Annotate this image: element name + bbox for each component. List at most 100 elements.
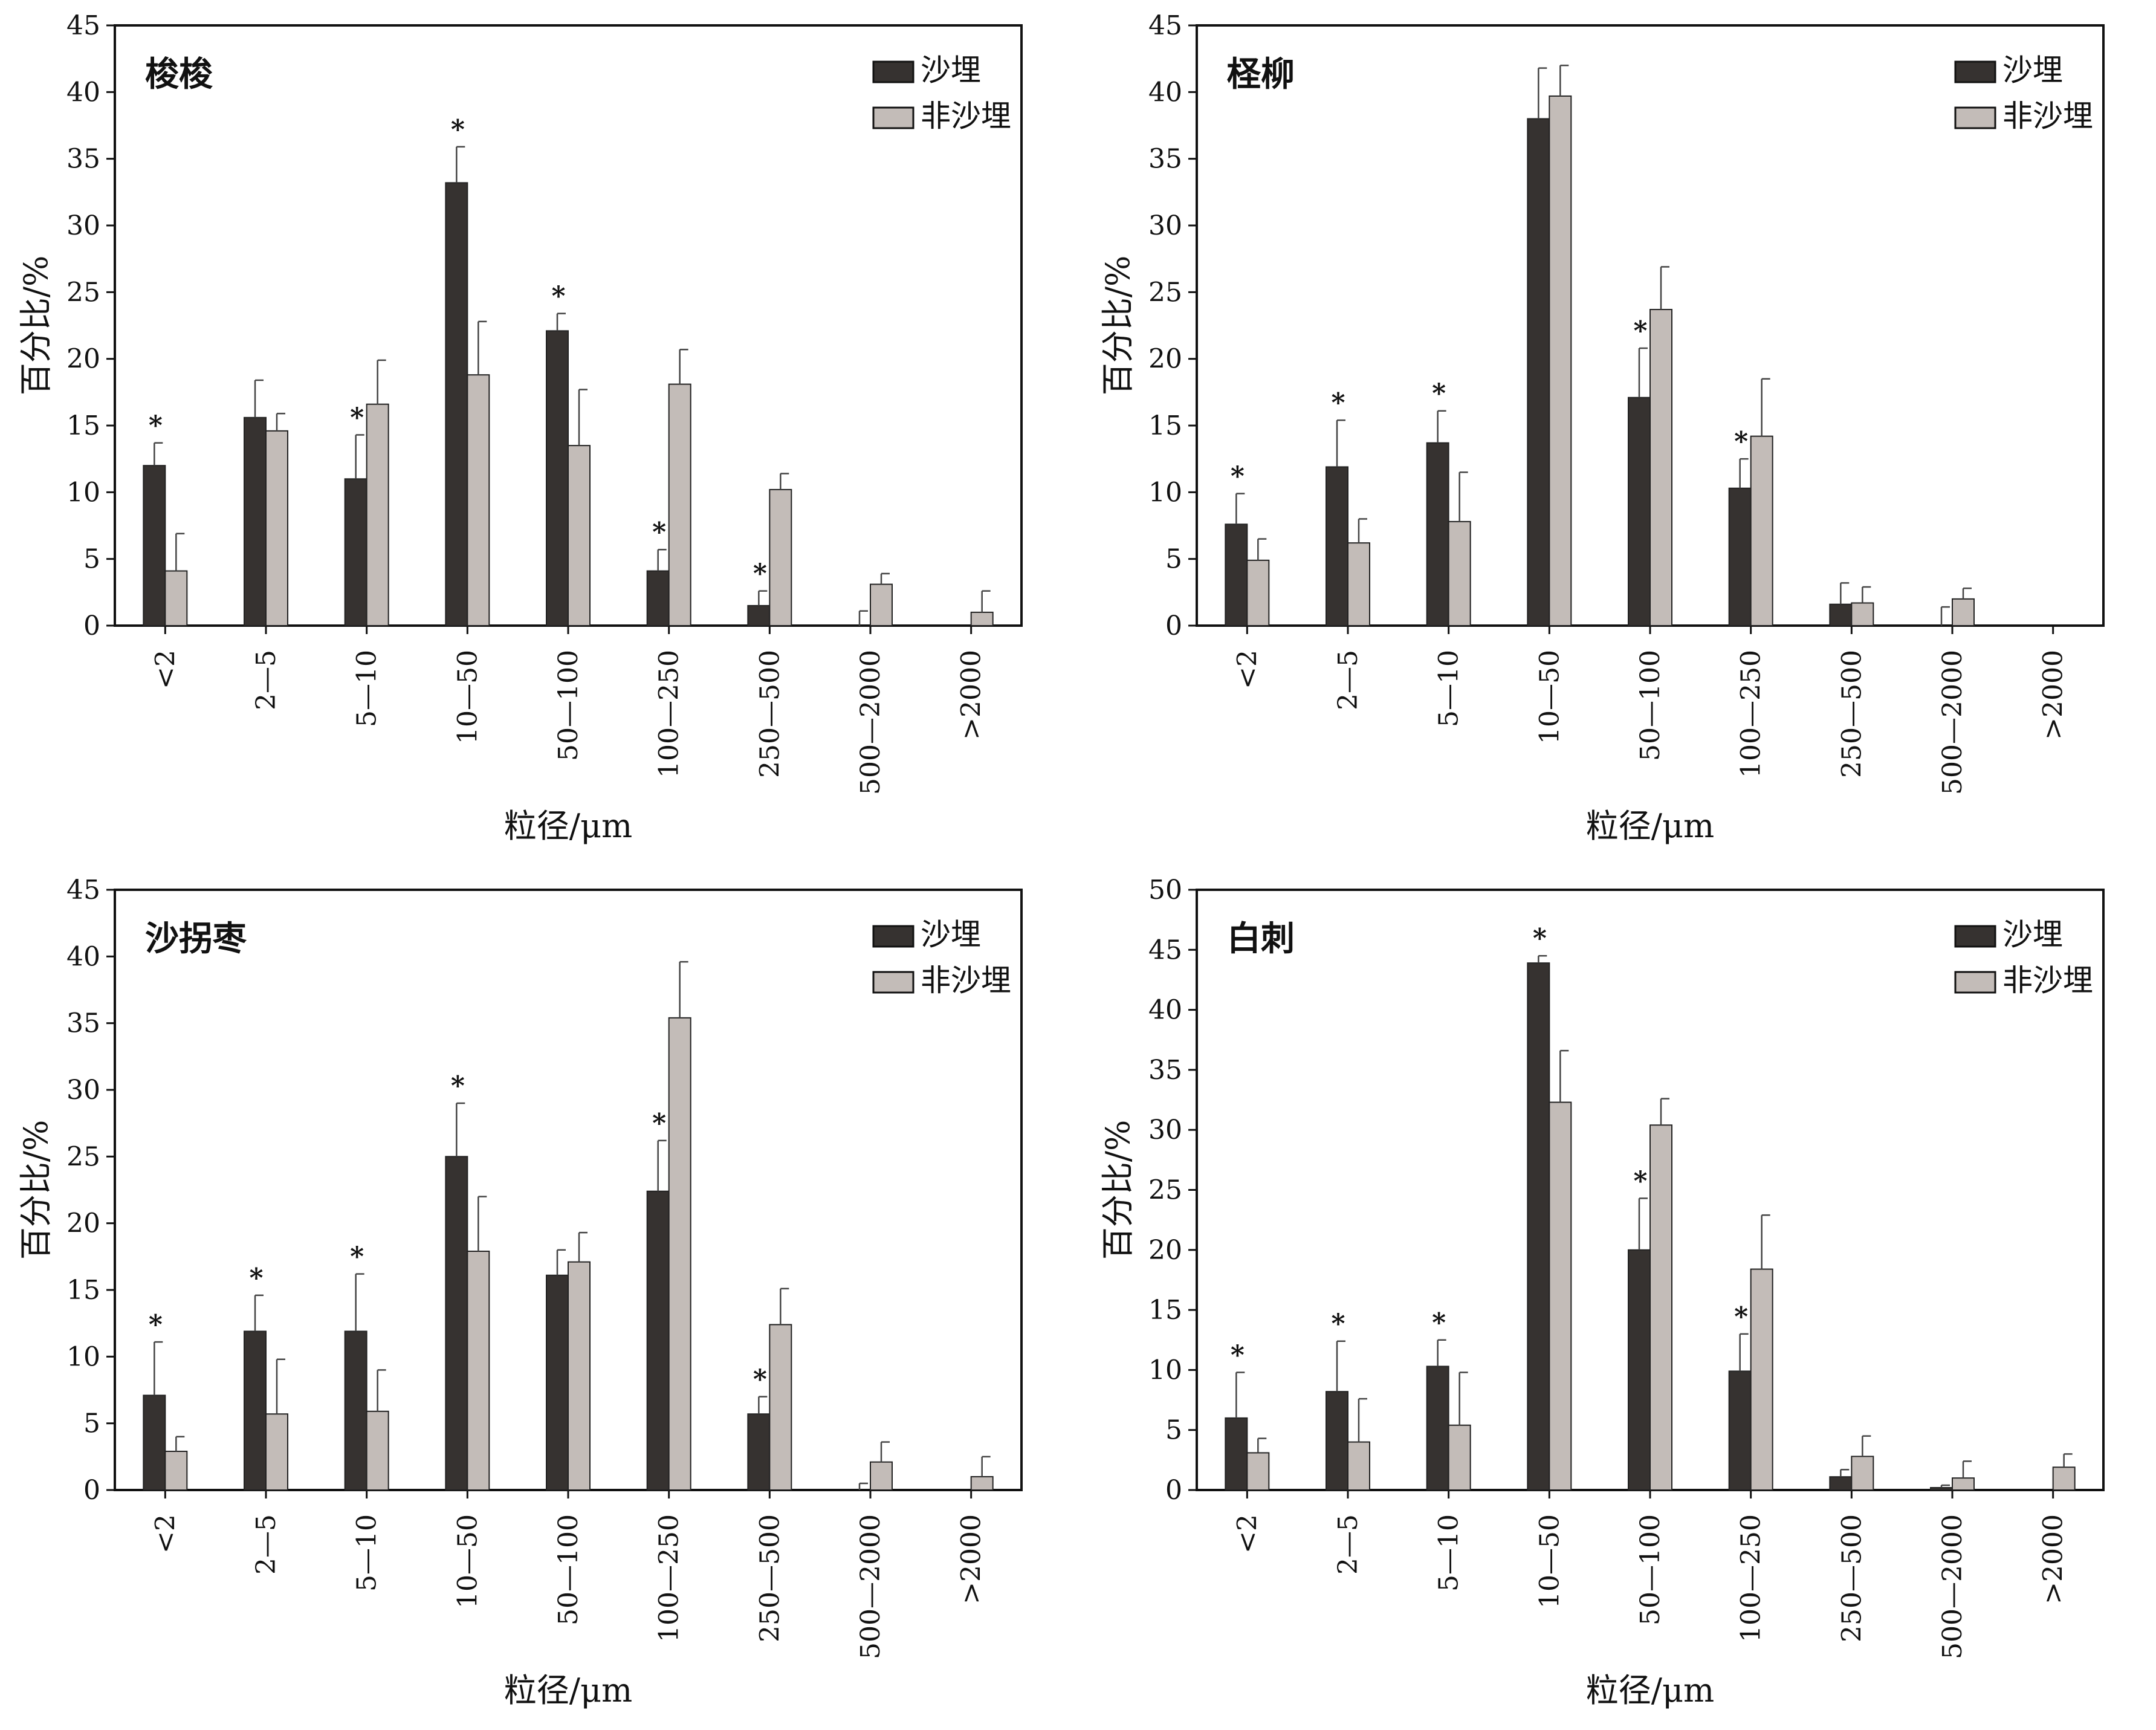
x-tick-label: 250—500 (1836, 1514, 1867, 1642)
significance-mark: * (350, 402, 364, 433)
x-axis-label: 粒径/μm (504, 1671, 633, 1709)
significance-mark: * (1533, 923, 1547, 954)
bar-unburied-1 (1246, 1452, 1270, 1491)
bar-unburied-9 (2052, 1466, 2076, 1491)
x-tick-label: 100—250 (654, 1514, 685, 1642)
y-tick-label: 45 (66, 875, 100, 905)
bar-buried-1 (1225, 1417, 1248, 1491)
x-tick-label: 100—250 (1736, 650, 1767, 778)
legend-swatch-unburied (1954, 971, 1996, 994)
bar-unburied-3 (366, 1410, 389, 1491)
y-tick-label: 15 (1148, 410, 1182, 441)
bar-unburied-3 (1448, 1424, 1471, 1491)
significance-mark: * (1734, 1301, 1748, 1332)
legend-label-buried: 沙埋 (2002, 917, 2063, 952)
significance-mark: * (249, 1263, 263, 1294)
x-tick-label: 250—500 (754, 650, 785, 778)
bar-buried-7 (1829, 1476, 1853, 1491)
x-tick-label: <2 (1232, 650, 1263, 689)
y-tick-label: 20 (66, 344, 100, 375)
bar-buried-4 (1527, 118, 1550, 626)
bar-unburied-6 (668, 1017, 691, 1491)
y-tick-label: 25 (66, 277, 100, 308)
x-tick-label: 10—50 (452, 1514, 483, 1609)
bar-unburied-9 (970, 611, 994, 627)
y-tick-label: 25 (1148, 277, 1182, 308)
bar-unburied-7 (1851, 1456, 1874, 1491)
bar-buried-2 (1326, 466, 1348, 626)
significance-mark: * (350, 1242, 364, 1272)
x-tick-label: 100—250 (654, 650, 685, 778)
y-tick-label: 30 (1148, 1115, 1182, 1145)
x-tick-label: 50—100 (553, 1514, 584, 1625)
y-axis-label: 百分比/% (17, 1120, 55, 1260)
x-tick-label: >2000 (956, 650, 987, 740)
y-tick-label: 10 (66, 477, 100, 508)
x-tick-label: 500—2000 (1937, 1514, 1968, 1659)
legend-swatch-buried (1954, 60, 1996, 83)
y-tick-label: 0 (1165, 611, 1182, 641)
significance-mark: * (1633, 316, 1647, 346)
y-tick-label: 15 (66, 1275, 100, 1306)
bar-buried-5 (1628, 1249, 1651, 1491)
panel-4: 0 5 10 15 20 25 30 35 40 45 50 百分比/% 粒径/μm 白刺 <2 * 2—5 * 5… (1099, 875, 2105, 1709)
significance-mark: * (753, 559, 767, 589)
significance-mark: * (1734, 426, 1748, 457)
legend-label-unburied: 非沙埋 (2002, 99, 2093, 134)
bar-unburied-5 (1649, 309, 1672, 626)
significance-mark: * (652, 1108, 666, 1139)
x-tick-label: 5—10 (352, 650, 383, 727)
bar-buried-8 (1930, 1487, 1953, 1491)
y-tick-label: 40 (66, 77, 100, 108)
bar-buried-6 (1728, 487, 1752, 626)
x-tick-label: 50—100 (1635, 1514, 1666, 1625)
bar-unburied-3 (366, 403, 389, 627)
panel-title: 白刺 (1227, 919, 1295, 959)
bar-unburied-8 (870, 583, 893, 626)
significance-mark: * (1231, 1340, 1245, 1370)
significance-mark: * (1432, 378, 1446, 409)
legend-label-buried: 沙埋 (2002, 53, 2063, 88)
significance-mark: * (1231, 461, 1245, 492)
y-axis-label: 百分比/% (1099, 1120, 1137, 1260)
significance-mark: * (652, 517, 666, 548)
bar-buried-4 (1527, 962, 1550, 1491)
bar-unburied-9 (970, 1476, 994, 1491)
bar-unburied-3 (1448, 520, 1471, 626)
bar-buried-2 (244, 416, 267, 626)
y-tick-label: 10 (1148, 1355, 1182, 1385)
significance-mark: * (1432, 1307, 1446, 1338)
bar-buried-5 (546, 330, 569, 626)
x-tick-label: 250—500 (754, 1514, 785, 1642)
x-tick-label: 10—50 (452, 650, 483, 744)
bar-unburied-5 (568, 1261, 591, 1491)
legend-swatch-unburied (1954, 106, 1996, 129)
x-tick-label: >2000 (956, 1514, 987, 1604)
x-axis-label: 粒径/μm (1586, 1671, 1715, 1709)
y-tick-label: 40 (1148, 995, 1182, 1026)
y-axis-label: 百分比/% (17, 256, 55, 396)
y-tick-label: 35 (66, 1008, 100, 1039)
bar-unburied-5 (568, 445, 591, 626)
legend-label-buried: 沙埋 (921, 53, 981, 88)
panel-1: 0 5 10 15 20 25 30 35 40 45 百分比/% 粒径/μm 梭梭 <2 * 2—5 5—10… (17, 10, 1023, 845)
significance-mark: * (451, 1071, 465, 1101)
bar-unburied-8 (1952, 1477, 1975, 1491)
y-tick-label: 0 (83, 611, 100, 641)
significance-mark: * (1331, 387, 1345, 418)
significance-mark: * (1331, 1309, 1345, 1340)
legend-label-buried: 沙埋 (921, 917, 981, 952)
x-tick-label: 2—5 (1333, 1514, 1364, 1575)
x-tick-label: 50—100 (1635, 650, 1666, 761)
x-tick-label: 2—5 (251, 650, 282, 710)
bar-buried-6 (646, 1190, 670, 1491)
y-tick-label: 10 (1148, 477, 1182, 508)
x-tick-label: <2 (1232, 1514, 1263, 1553)
bar-unburied-4 (1549, 95, 1572, 627)
bar-buried-3 (344, 478, 367, 626)
bar-unburied-5 (1649, 1124, 1672, 1491)
significance-mark: * (1633, 1165, 1647, 1196)
x-tick-label: 5—10 (1434, 650, 1465, 727)
bar-unburied-1 (164, 1451, 188, 1491)
y-tick-label: 50 (1148, 875, 1182, 905)
